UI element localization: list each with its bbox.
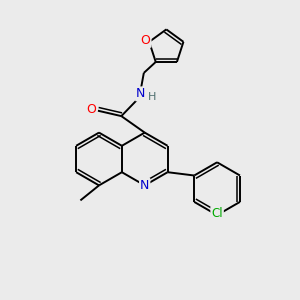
Text: O: O xyxy=(86,103,96,116)
Text: H: H xyxy=(148,92,156,103)
Text: Cl: Cl xyxy=(211,207,223,220)
Text: N: N xyxy=(140,179,149,192)
Text: N: N xyxy=(136,87,146,101)
Text: O: O xyxy=(141,34,151,47)
